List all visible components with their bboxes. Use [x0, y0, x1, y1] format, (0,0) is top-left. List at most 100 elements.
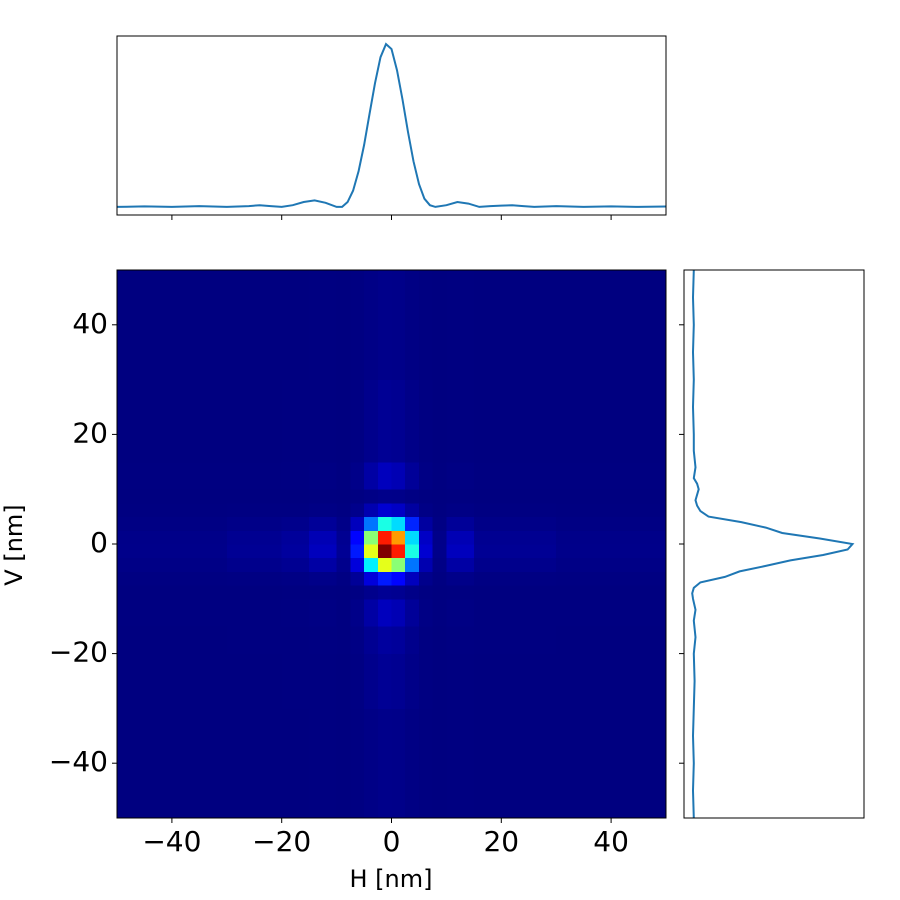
heatmap-cell: [336, 530, 351, 545]
heatmap-cell: [501, 626, 557, 655]
heatmap-cell: [336, 557, 351, 572]
heatmap-cell: [226, 530, 283, 545]
heatmap-cell: [309, 708, 338, 819]
heatmap-cell: [309, 379, 338, 435]
heatmap-cell: [226, 544, 283, 559]
heatmap-cell: [473, 270, 502, 381]
heatmap-cell: [309, 530, 338, 545]
heatmap-cell: [501, 544, 557, 559]
heatmap-cell: [391, 502, 406, 518]
heatmap-cell: [350, 571, 365, 586]
heatmap-cell: [432, 557, 447, 572]
heatmap-cell: [336, 502, 351, 518]
heatmap-cell: [432, 708, 447, 819]
heatmap-cell: [405, 489, 420, 504]
heatmap-cell: [391, 544, 406, 559]
heatmap-cell: [117, 653, 228, 709]
heatmap-cell: [336, 708, 351, 819]
heatmap-cell: [350, 489, 365, 504]
heatmap-cell: [336, 461, 351, 490]
y-axis-label: V [nm]: [0, 504, 28, 585]
top-profile-line: [116, 42, 667, 208]
heatmap-cell: [350, 708, 365, 819]
heatmap-cell: [226, 598, 283, 627]
heatmap-cell: [226, 571, 283, 586]
heatmap-cell: [418, 626, 434, 655]
heatmap-cell: [309, 544, 338, 559]
heatmap-cell: [281, 598, 310, 627]
heatmap-cell: [309, 585, 338, 600]
heatmap-cell: [405, 708, 420, 819]
heatmap-cell: [377, 530, 392, 545]
heatmap-cell: [364, 626, 379, 655]
heatmap-cell: [501, 557, 557, 572]
heatmap-cell: [226, 461, 283, 490]
heatmap-cell: [473, 379, 502, 435]
y-tick-label: −40: [49, 745, 108, 778]
heatmap-cell: [446, 434, 475, 463]
heatmap-cell: [117, 626, 228, 655]
heatmap-cell: [432, 571, 447, 586]
heatmap-cell: [418, 434, 434, 463]
heatmap-cell: [364, 530, 379, 545]
heatmap-cell: [309, 571, 338, 586]
heatmap-cell: [556, 708, 667, 819]
heatmap-cell: [446, 489, 475, 504]
heatmap-cell: [117, 530, 228, 545]
heatmap-cell: [405, 571, 420, 586]
heatmap-cell: [432, 502, 447, 518]
heatmap-cell: [432, 585, 447, 600]
heatmap-cell: [405, 516, 420, 531]
heatmap-cell: [309, 270, 338, 381]
heatmap-cell: [418, 461, 434, 490]
heatmap-cell: [377, 571, 392, 586]
side-frame: [683, 269, 865, 819]
heatmap-cell: [391, 653, 406, 709]
heatmap-cell: [501, 489, 557, 504]
heatmap-cell: [336, 626, 351, 655]
heatmap-cell: [432, 434, 447, 463]
heatmap-cell: [309, 461, 338, 490]
heatmap-cell: [350, 516, 365, 531]
heatmap-cell: [473, 516, 502, 531]
heatmap-cell: [432, 544, 447, 559]
heatmap-cell: [364, 585, 379, 600]
heatmap-cell: [226, 502, 283, 518]
heatmap-cell: [446, 598, 475, 627]
heatmap-cell: [556, 544, 667, 559]
heatmap-cell: [117, 502, 228, 518]
x-tick-label: 0: [383, 825, 401, 858]
heatmap-cell: [350, 270, 365, 381]
heatmap-cell: [446, 502, 475, 518]
heatmap-cell: [418, 708, 434, 819]
heatmap-cell: [281, 489, 310, 504]
heatmap-cell: [391, 489, 406, 504]
heatmap-cell: [226, 270, 283, 381]
heatmap-cell: [377, 708, 392, 819]
heatmap-cell: [364, 571, 379, 586]
heatmap-cell: [391, 557, 406, 572]
heatmap-cell: [473, 626, 502, 655]
heatmap-cell: [350, 626, 365, 655]
heatmap-cell: [226, 489, 283, 504]
heatmap-cell: [309, 489, 338, 504]
heatmap-cell: [405, 530, 420, 545]
heatmap-cell: [377, 434, 392, 463]
heatmap-cell: [377, 502, 392, 518]
heatmap-cell: [391, 571, 406, 586]
heatmap-cell: [364, 653, 379, 709]
heatmap-cell: [405, 544, 420, 559]
heatmap-cell: [309, 626, 338, 655]
heatmap-cell: [117, 434, 228, 463]
heatmap-cell: [281, 653, 310, 709]
heatmap-cell: [281, 502, 310, 518]
heatmap-cell: [336, 585, 351, 600]
heatmap-cell: [117, 571, 228, 586]
heatmap-cell: [364, 461, 379, 490]
heatmap-cell: [432, 653, 447, 709]
heatmap-cell: [418, 544, 434, 559]
heatmap-cell: [117, 489, 228, 504]
heatmap-cell: [432, 489, 447, 504]
heatmap-cell: [281, 544, 310, 559]
